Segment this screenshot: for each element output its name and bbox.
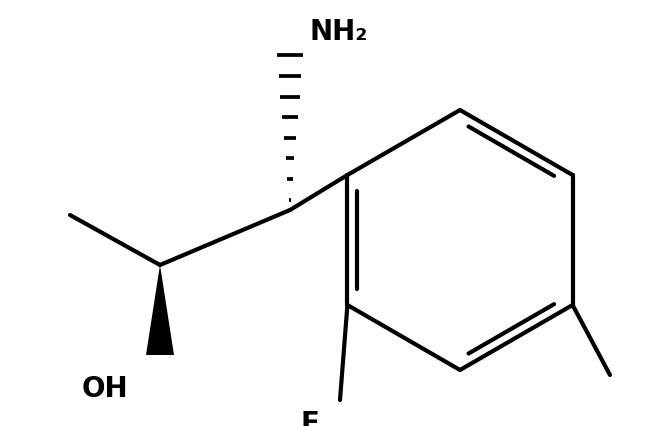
Polygon shape — [146, 265, 174, 355]
Text: NH₂: NH₂ — [310, 18, 368, 46]
Text: F: F — [301, 410, 319, 426]
Text: OH: OH — [81, 375, 128, 403]
